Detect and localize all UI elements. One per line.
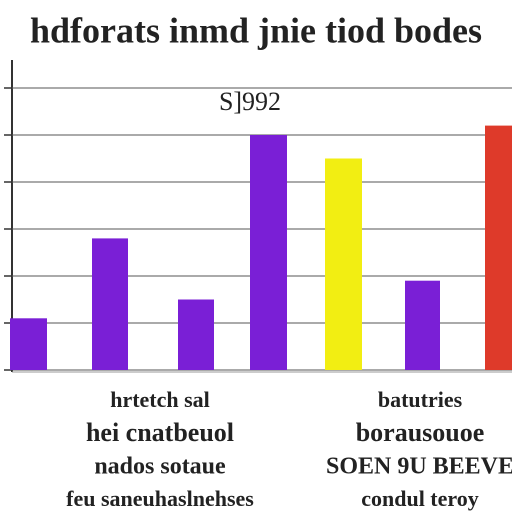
note-line: feu saneuhaslnehses <box>66 486 254 511</box>
bar <box>405 280 440 370</box>
note-line: nados sotaue <box>94 454 226 480</box>
note-line: batutries <box>378 387 463 412</box>
annotation: S]992 <box>219 87 281 116</box>
note-line: hei cnatbeuol <box>86 418 234 447</box>
bar <box>10 318 47 370</box>
note-line: condul teroy <box>361 486 479 511</box>
note-line: hrtetch sal <box>110 387 210 412</box>
bar <box>485 125 512 370</box>
chart-title: hdforats inmd jnie tiod bodes <box>30 10 482 50</box>
bar <box>325 158 362 370</box>
bar <box>92 238 128 370</box>
note-line: borausouoe <box>356 418 485 447</box>
bar <box>250 135 287 370</box>
note-line: SOEN 9U BEEVE <box>326 454 512 480</box>
bar <box>178 299 214 370</box>
